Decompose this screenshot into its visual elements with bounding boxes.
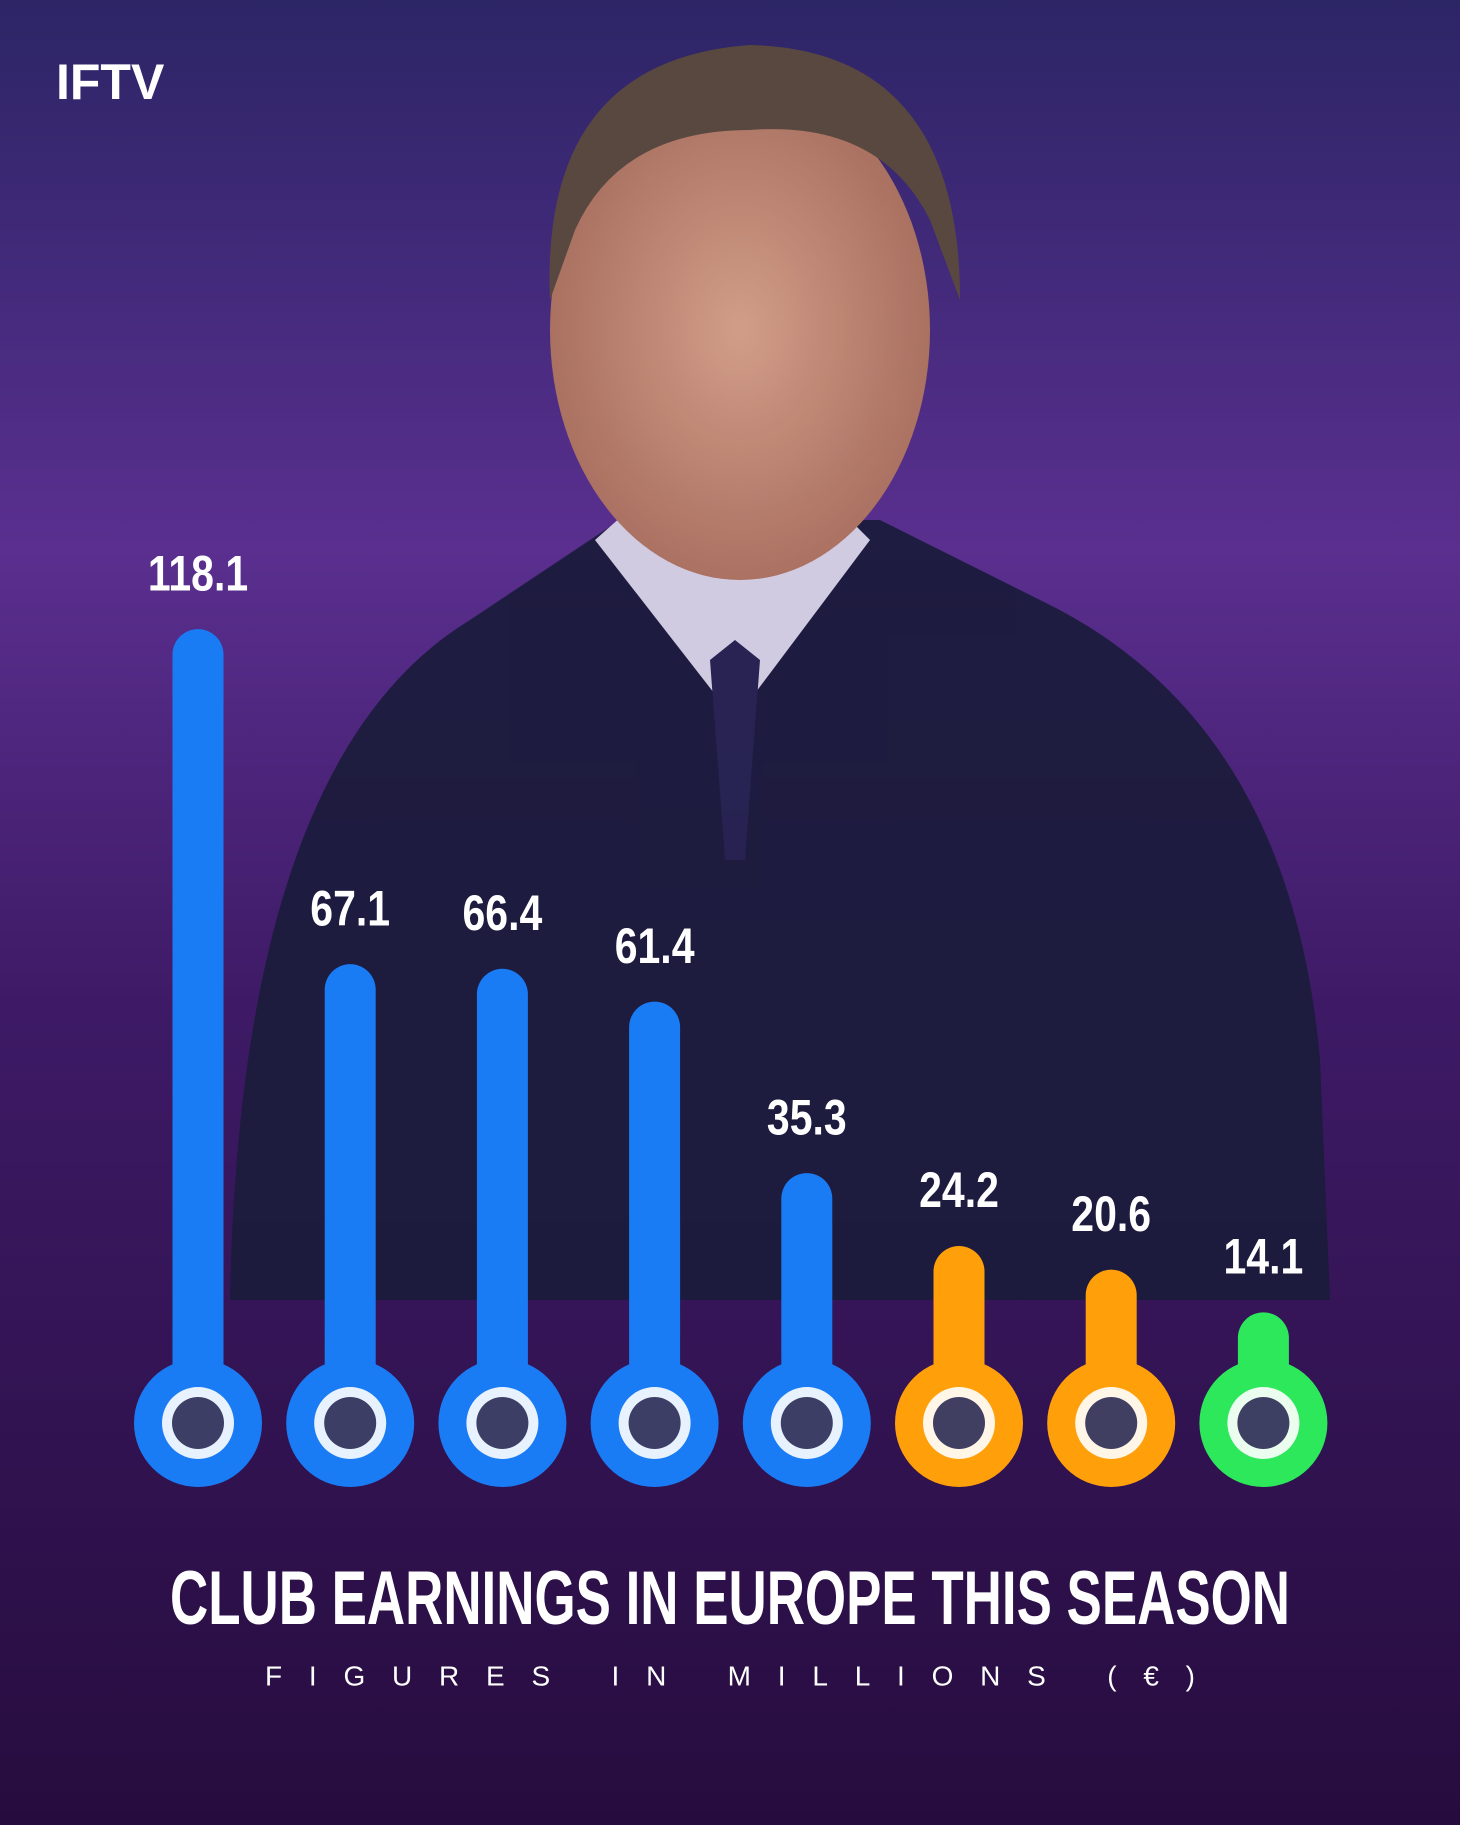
value-label: 20.6 (1071, 1186, 1151, 1242)
club-badge-core (628, 1397, 681, 1449)
value-label: 67.1 (310, 881, 390, 937)
club-badge-core (172, 1397, 224, 1449)
value-label: 24.2 (919, 1162, 999, 1218)
bar-group: 118.1 67.1 66.4 61.4 35.3 24.2 20.6 14.1 (134, 545, 1328, 1487)
value-label: 66.4 (463, 885, 543, 941)
club-badge-core (476, 1397, 529, 1449)
value-label: 61.4 (615, 918, 695, 974)
brand-logo: IFTV (56, 54, 165, 110)
bar (476, 968, 528, 1423)
value-label: 14.1 (1224, 1229, 1304, 1285)
club-badge-core (1237, 1397, 1290, 1449)
club-badge-core (780, 1397, 833, 1449)
bar (324, 964, 376, 1423)
club-badge-core (1085, 1397, 1138, 1449)
club-badge-core (933, 1397, 985, 1449)
value-label: 118.1 (148, 545, 248, 601)
value-label: 35.3 (767, 1089, 847, 1145)
chart-title: CLUB EARNINGS IN EUROPE THIS SEASON (170, 1556, 1290, 1641)
club-badge-core (324, 1397, 377, 1449)
bar (629, 1001, 681, 1423)
bar (172, 629, 224, 1423)
